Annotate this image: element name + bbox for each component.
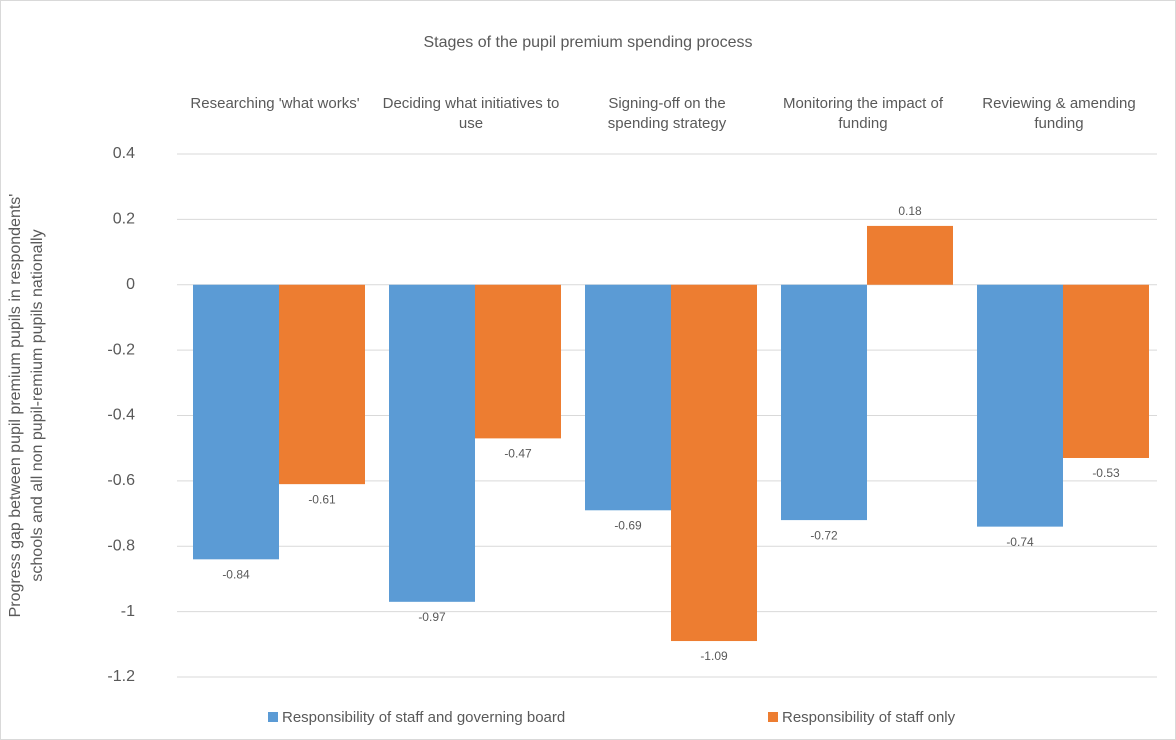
value-label: -0.74 <box>1006 535 1034 549</box>
bar <box>671 284 757 642</box>
y-axis-label: Progress gap between pupil premium pupil… <box>7 194 24 618</box>
category-label: Researching 'what works' <box>190 95 360 112</box>
bar <box>389 284 475 602</box>
y-tick-label: 0.4 <box>113 145 135 162</box>
category-label: Signing-off on the spending strategy <box>607 95 727 132</box>
y-tick-label: -1.2 <box>107 668 135 685</box>
y-tick-label: -0.2 <box>107 341 135 358</box>
category-label: Reviewing & amending funding <box>982 95 1136 132</box>
value-label: -0.53 <box>1092 466 1120 480</box>
legend-label: Responsibility of staff and governing bo… <box>282 709 565 726</box>
category-label: Deciding what initiatives to use <box>382 95 560 132</box>
chart-title: Stages of the pupil premium spending pro… <box>423 34 752 51</box>
y-tick-label: -0.6 <box>107 472 135 489</box>
y-tick-label: 0.2 <box>113 211 135 228</box>
category-label: Monitoring the impact of funding <box>782 95 944 132</box>
value-label: -0.61 <box>308 492 336 506</box>
bar <box>279 284 365 485</box>
bar <box>781 284 867 521</box>
y-tick-label: -1 <box>121 603 135 620</box>
value-label: -0.84 <box>222 567 250 581</box>
y-axis-label: schools and all non pupil-remium pupils … <box>29 229 46 581</box>
y-tick-label: -0.8 <box>107 537 135 554</box>
bar <box>977 284 1063 527</box>
bar <box>585 284 671 511</box>
value-label: -1.09 <box>700 649 728 663</box>
legend-swatch <box>268 712 278 722</box>
y-tick-label: -0.4 <box>107 407 135 424</box>
legend-label: Responsibility of staff only <box>782 709 956 726</box>
value-label: -0.69 <box>614 518 642 532</box>
value-label: 0.18 <box>898 204 922 218</box>
bar <box>193 284 279 560</box>
bar <box>475 284 561 439</box>
value-label: -0.47 <box>504 447 532 461</box>
y-tick-label: 0 <box>126 276 135 293</box>
legend-swatch <box>768 712 778 722</box>
bar <box>867 225 953 285</box>
value-label: -0.72 <box>810 528 838 542</box>
value-label: -0.97 <box>418 610 446 624</box>
bar <box>1063 284 1149 458</box>
